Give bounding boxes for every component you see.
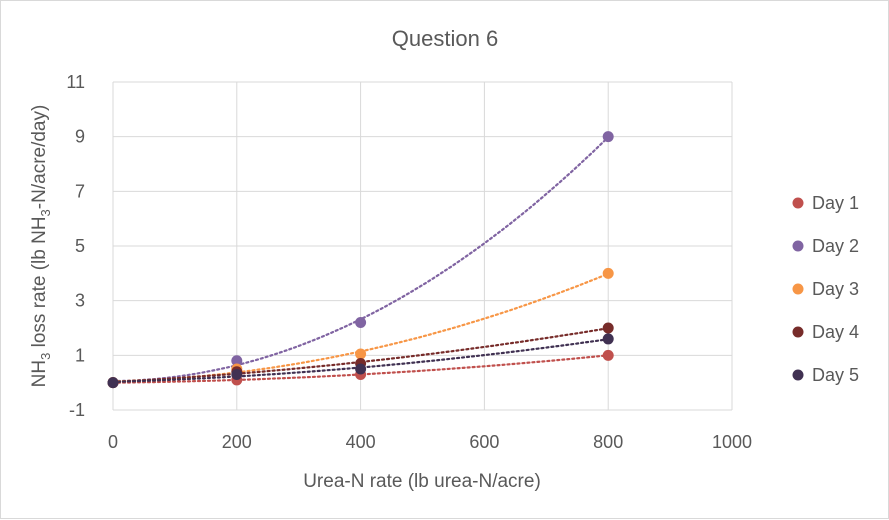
- y-axis-label: NH3 loss rate (lb NH3-N/acre/day): [29, 105, 53, 388]
- legend-marker: [792, 369, 804, 381]
- legend-marker: [792, 197, 804, 209]
- x-tick-label: 800: [593, 432, 623, 452]
- data-point: [602, 333, 614, 345]
- data-point: [107, 377, 119, 389]
- x-tick-label: 400: [346, 432, 376, 452]
- data-points: [107, 131, 614, 389]
- trendline: [111, 327, 610, 383]
- y-tick-label: 1: [75, 345, 85, 365]
- data-point: [355, 317, 367, 329]
- x-tick-label: 600: [469, 432, 499, 452]
- legend-label: Day 2: [812, 236, 859, 256]
- y-axis-label-part: NH: [29, 360, 50, 387]
- y-axis-label-part: loss rate (lb NH: [29, 216, 50, 352]
- chart-title: Question 6: [392, 26, 498, 51]
- data-point: [602, 349, 614, 361]
- y-axis-label-sub: 3: [38, 353, 53, 360]
- y-tick-label: 9: [75, 127, 85, 147]
- legend-label: Day 4: [812, 322, 859, 342]
- data-point: [355, 348, 367, 360]
- data-point: [231, 355, 243, 367]
- legend-label: Day 3: [812, 279, 859, 299]
- x-tick-label: 200: [222, 432, 252, 452]
- legend-marker: [792, 240, 804, 252]
- legend-label: Day 5: [812, 365, 859, 385]
- x-tick-label: 1000: [712, 432, 752, 452]
- y-axis-label-sub: 3: [38, 209, 53, 216]
- data-point: [602, 267, 614, 279]
- y-tick-label: 11: [66, 72, 85, 92]
- x-tick-labels: 0 200 400 600 800 1000: [108, 432, 752, 452]
- data-point: [231, 368, 243, 380]
- y-axis-label-part: -N/acre/day): [29, 105, 50, 210]
- y-tick-label: 5: [75, 236, 85, 256]
- legend-marker: [792, 283, 804, 295]
- y-tick-label: 3: [75, 291, 85, 311]
- y-tick-label: 7: [75, 181, 85, 201]
- x-tick-label: 0: [108, 432, 118, 452]
- x-axis-label: Urea-N rate (lb urea-N/acre): [303, 471, 541, 492]
- y-tick-label: -1: [69, 400, 85, 420]
- data-point: [602, 131, 614, 143]
- legend: Day 1 Day 2 Day 3 Day 4 Day 5: [792, 193, 859, 385]
- legend-label: Day 1: [812, 193, 859, 213]
- legend-marker: [792, 326, 804, 338]
- data-point: [602, 322, 614, 334]
- data-point: [355, 363, 367, 375]
- y-tick-labels: -1 1 3 5 7 9 11: [66, 72, 85, 420]
